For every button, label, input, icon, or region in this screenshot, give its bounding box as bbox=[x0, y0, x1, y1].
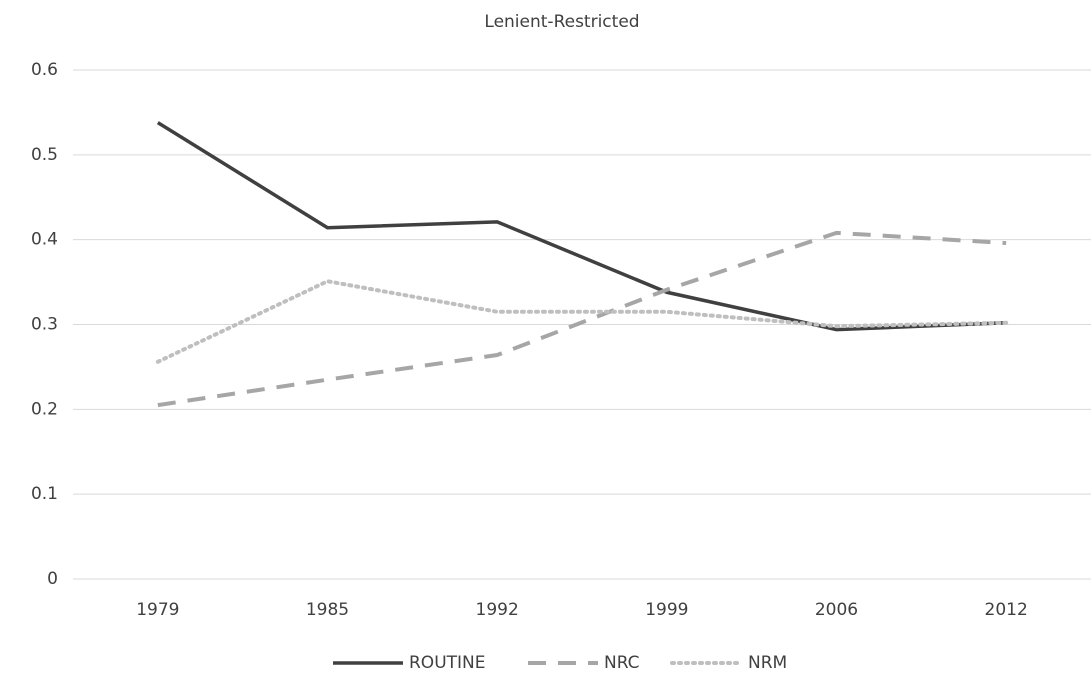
series-line bbox=[156, 121, 1007, 332]
x-tick-label: 1985 bbox=[306, 600, 349, 620]
y-tick-label: 0.1 bbox=[31, 484, 58, 504]
y-tick-label: 0.6 bbox=[31, 60, 58, 80]
legend-label: ROUTINE bbox=[409, 653, 486, 673]
y-tick-label: 0.5 bbox=[31, 145, 58, 165]
x-tick-label: 1979 bbox=[136, 600, 179, 620]
x-tick-label: 1999 bbox=[645, 600, 688, 620]
y-tick-label: 0 bbox=[47, 569, 58, 589]
x-tick-label: 1992 bbox=[476, 600, 519, 620]
y-tick-label: 0.4 bbox=[31, 230, 58, 250]
y-tick-label: 0.2 bbox=[31, 399, 58, 419]
series-line bbox=[157, 230, 1007, 408]
chart-title: Lenient-Restricted bbox=[484, 12, 639, 32]
x-tick-label: 2006 bbox=[815, 600, 858, 620]
x-tick-label: 2012 bbox=[985, 600, 1028, 620]
series-line bbox=[155, 279, 1009, 364]
legend-label: NRC bbox=[604, 653, 640, 673]
y-tick-label: 0.3 bbox=[31, 315, 58, 335]
legend-label: NRM bbox=[748, 653, 787, 673]
